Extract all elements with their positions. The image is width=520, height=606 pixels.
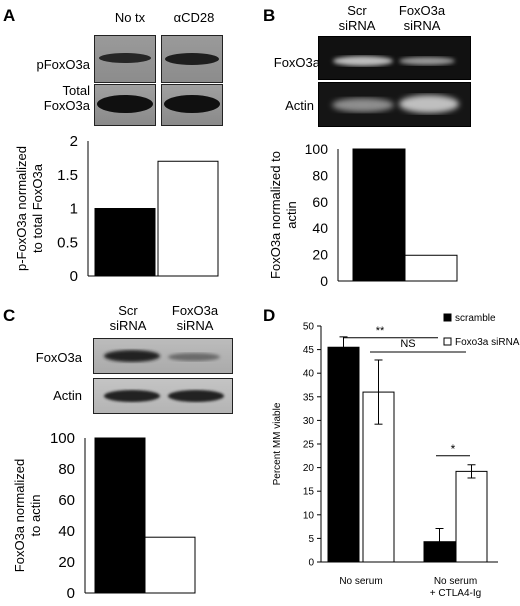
bar-control [352, 148, 406, 282]
y-axis-label: Percent MM viable [272, 402, 283, 485]
y-tick-label: 100 [305, 141, 329, 157]
bar-treatment [144, 536, 196, 594]
y-tick-label: 30 [303, 416, 315, 427]
y-tick-label: 0 [67, 585, 75, 602]
blot-band [99, 53, 151, 63]
y-tick-label: 100 [50, 430, 75, 447]
lane-label-foxo3a-sirna: FoxO3a siRNA [171, 303, 219, 333]
blot-band [164, 95, 220, 113]
blot-band [165, 53, 219, 65]
gel-b-actin [318, 82, 471, 127]
y-tick-label: 0.5 [57, 234, 78, 251]
y-tick-label: 80 [58, 461, 75, 478]
y-tick-label: 2 [70, 133, 78, 150]
y-tick-label: 60 [58, 492, 75, 509]
y-tick-label: 40 [58, 523, 75, 540]
y-tick-label: 0 [320, 273, 328, 289]
panel-letter-a: A [3, 6, 16, 25]
bar-control [94, 208, 156, 277]
y-tick-label: 25 [303, 440, 315, 451]
y-tick-label: 40 [303, 369, 315, 380]
chart-a-pfoxo3a-normalized: 0 0.5 1 1.5 2 p-FoxO3a normalizedto total Fox… [14, 133, 219, 285]
blot-a-pfoxo3a-acd28 [161, 35, 223, 83]
blot-a-pfoxo3a-notx [94, 35, 156, 83]
y-tick-label: 80 [312, 167, 328, 183]
blot-a-total-notx [94, 84, 156, 126]
x-category-label-line: No serum [434, 576, 477, 587]
significance-ns: NS [400, 338, 415, 350]
panel-letter-b: B [263, 6, 276, 25]
x-category-label: No serum + CTLA4-Ig [430, 576, 481, 599]
y-tick-label: 1.5 [57, 167, 78, 184]
bar-foxo3a-sirna [455, 470, 488, 563]
gel-band [332, 95, 459, 113]
blot-c-foxo3a [93, 338, 233, 374]
bar-treatment [404, 254, 458, 282]
blot-band [97, 95, 153, 113]
y-tick-label: 5 [308, 534, 314, 545]
y-axis-label-line: FoxO3a normalized [12, 459, 27, 572]
row-label-pfoxo3a: pFoxO3a [36, 57, 90, 72]
bar-scramble [327, 346, 360, 563]
blot-a-total-acd28 [161, 84, 223, 126]
y-axis-label: FoxO3a normalized toactin [268, 151, 299, 279]
y-axis-label: FoxO3a normalizedto actin [12, 459, 43, 572]
y-axis-label-line: actin [284, 201, 299, 228]
blot-band [104, 390, 224, 402]
x-category-label-line: No serum [339, 576, 382, 587]
blot-band [104, 350, 220, 362]
significance-single-star: * [451, 442, 456, 456]
legend-label: scramble [455, 313, 496, 324]
y-axis-label-line: to total FoxO3a [30, 163, 45, 253]
lane-label-scr-sirna: Scr siRNA [338, 3, 376, 33]
y-tick-label: 20 [312, 247, 328, 263]
legend-label: Foxo3a siRNA [455, 337, 520, 348]
y-axis-label: p-FoxO3a normalizedto total FoxO3a [14, 146, 45, 271]
chart-b-foxo3a-normalized: 0 20 40 60 80 100 FoxO3a normalized toactin [268, 141, 458, 289]
row-label-actin: Actin [285, 98, 314, 113]
y-tick-label: 40 [312, 220, 328, 236]
lane-label-scr-sirna: Scr siRNA [109, 303, 147, 333]
x-category-label-line: + CTLA4-Ig [430, 588, 481, 599]
x-category-label: No serum [339, 576, 382, 587]
lane-label-acd28: αCD28 [173, 10, 215, 25]
y-tick-label: 20 [58, 554, 75, 571]
y-axis-label-line: p-FoxO3a normalized [14, 146, 29, 271]
y-tick-label: 60 [312, 194, 328, 210]
row-label-total-foxo3a: Total FoxO3a [43, 83, 90, 113]
row-label-foxo3a: FoxO3a [273, 55, 320, 70]
y-tick-label: 20 [303, 463, 315, 474]
gel-b-foxo3a [318, 36, 471, 80]
significance-double-star: ** [376, 325, 385, 337]
y-tick-label: 35 [303, 392, 315, 403]
legend-swatch [443, 313, 452, 322]
panel-letter-c: C [3, 306, 16, 325]
y-tick-label: 10 [303, 510, 315, 521]
y-axis-label-line: to actin [28, 495, 43, 537]
blot-c-actin [93, 378, 233, 414]
y-tick-label: 50 [303, 322, 315, 333]
panel-letter-d: D [263, 306, 276, 325]
row-label-actin: Actin [53, 388, 82, 403]
y-tick-label: 1 [70, 201, 78, 218]
bar-control [94, 437, 146, 594]
bar-treatment [157, 160, 219, 277]
legend-swatch [443, 337, 452, 346]
lane-label-foxo3a-sirna: FoxO3a siRNA [398, 3, 446, 33]
gel-band [333, 56, 455, 66]
y-tick-label: 0 [308, 558, 314, 569]
chart-c-foxo3a-normalized: 0 20 40 60 80 100 FoxO3a normalizedto actin [12, 430, 196, 602]
y-axis-label-line: FoxO3a normalized to [268, 151, 283, 279]
row-label-foxo3a: FoxO3a [35, 350, 82, 365]
y-tick-label: 45 [303, 345, 315, 356]
chart-d-percent-mm-viable: 0 5 10 15 20 25 30 35 40 45 50 Percent MM viable No … [272, 313, 520, 599]
y-tick-label: 0 [70, 268, 78, 285]
lane-label-no-tx: No tx [114, 10, 146, 25]
y-tick-label: 15 [303, 487, 315, 498]
